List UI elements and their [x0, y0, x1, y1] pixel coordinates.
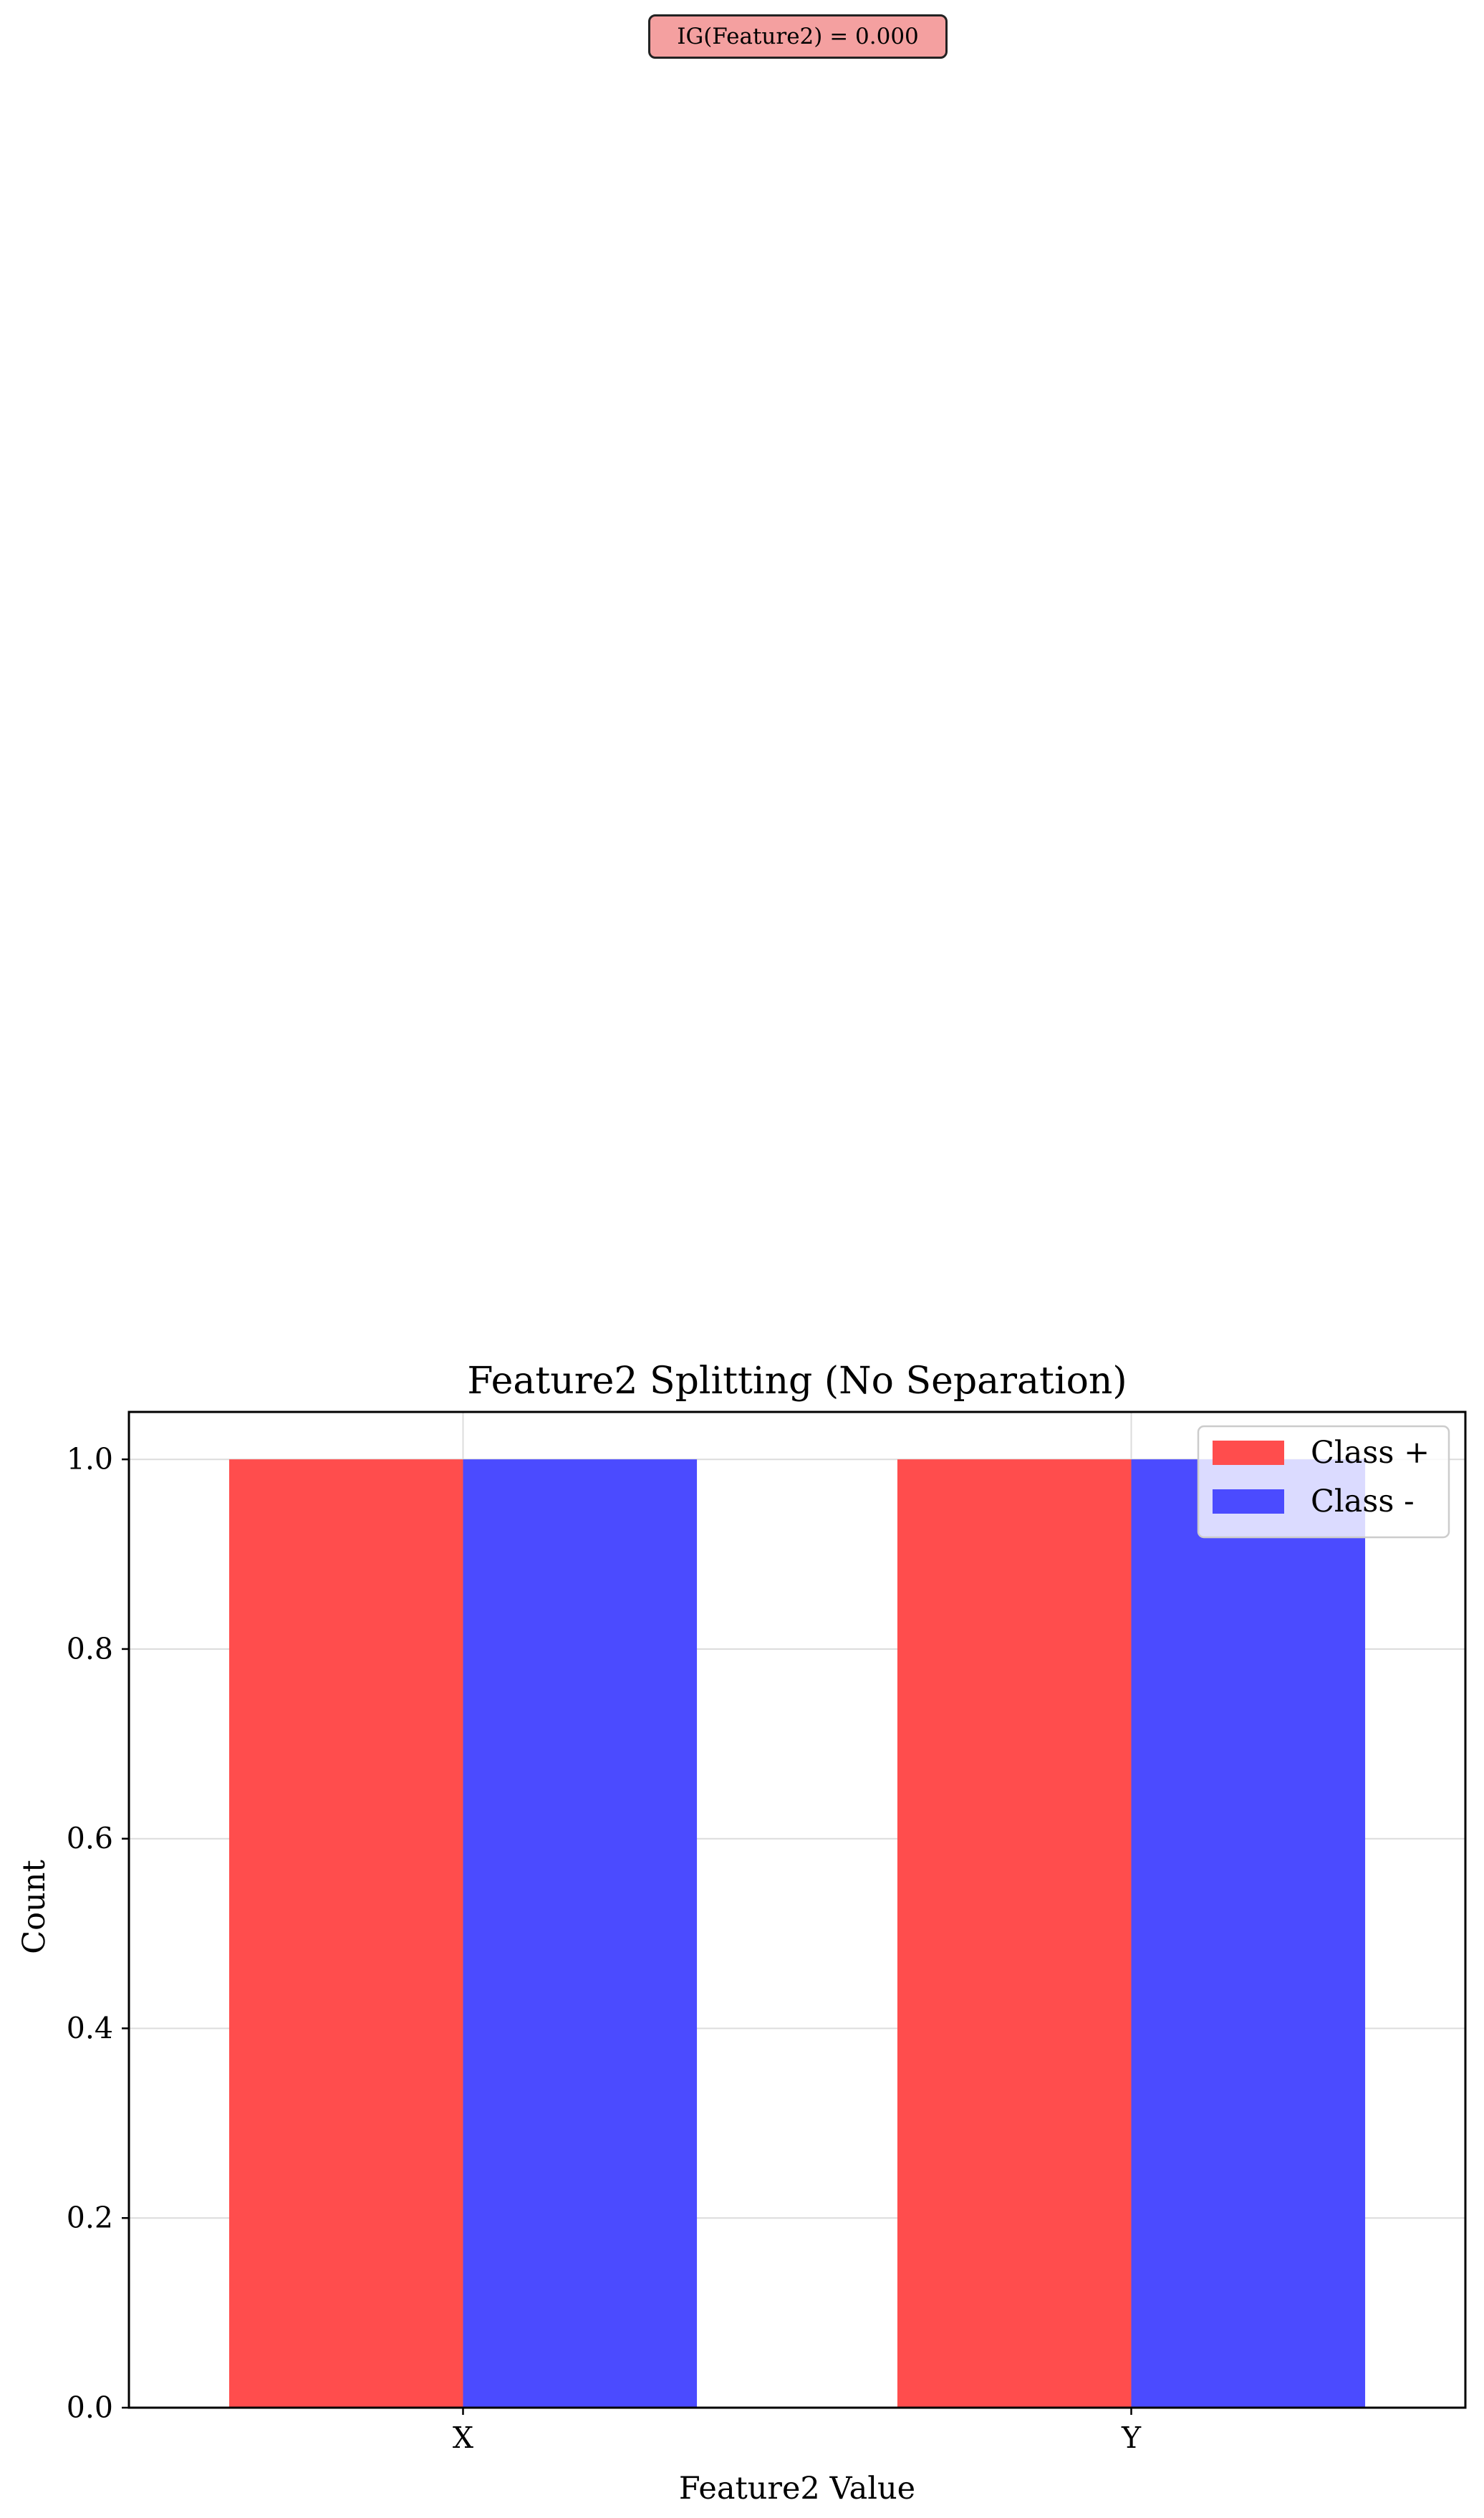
bar-y-class-plus	[897, 1459, 1132, 2408]
y-tick-label: 0.6	[67, 1822, 113, 1856]
plot-frame	[127, 1411, 1467, 2409]
x-axis-label: Feature2 Value	[679, 2471, 915, 2507]
y-tick-label: 0.2	[67, 2201, 113, 2235]
bar-x-class-minus	[463, 1459, 698, 2408]
x-tick-label: X	[453, 2421, 473, 2455]
y-tick-label: 1.0	[67, 1442, 113, 1476]
x-tick-label: Y	[1121, 2421, 1142, 2455]
y-tick-label: 0.8	[67, 1632, 113, 1666]
chart-title: Feature2 Splitting (No Separation)	[467, 1360, 1127, 1403]
y-tick-label: 0.4	[67, 2011, 113, 2045]
bar-x-class-plus	[228, 1459, 463, 2408]
tick-labels: 0.0 0.2 0.4 0.6 0.8 1.0 X Y	[67, 1442, 1142, 2455]
axes	[127, 1411, 1467, 2409]
legend-swatch	[1213, 1489, 1284, 1514]
legend-label: Class -	[1311, 1484, 1415, 1519]
information-gain-annotation: IG(Feature2) = 0.000	[648, 14, 948, 59]
legend: Class + Class -	[1197, 1425, 1450, 1539]
y-tick-label: 0.0	[67, 2390, 113, 2425]
bars	[228, 1459, 1366, 2408]
legend-label: Class +	[1311, 1435, 1430, 1471]
bar-y-class-minus	[1131, 1459, 1366, 2408]
y-axis-label: Count	[16, 1860, 52, 1954]
legend-swatch	[1213, 1441, 1284, 1465]
